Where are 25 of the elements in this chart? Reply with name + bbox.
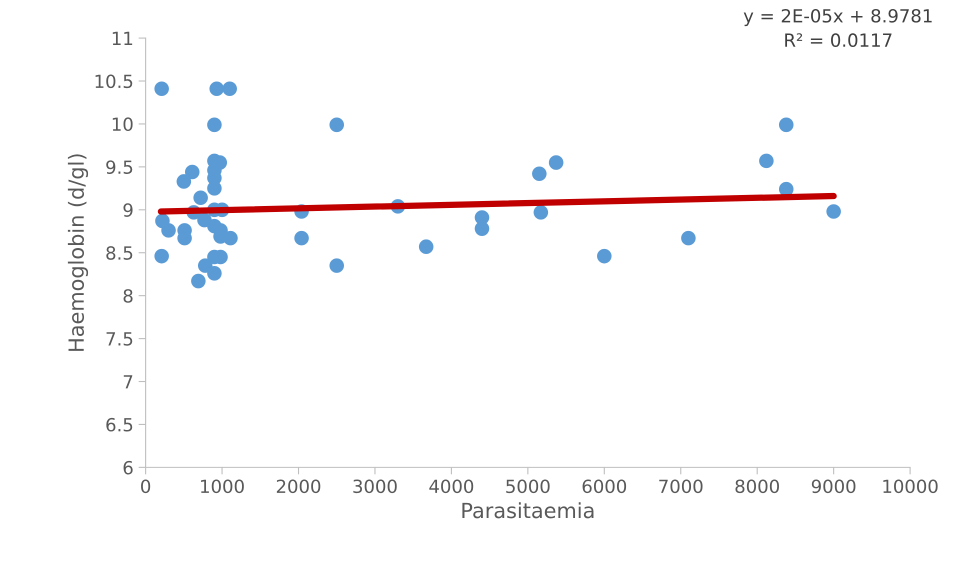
y-tick-label: 6 <box>124 460 133 474</box>
y-tick-label: 9.5 <box>106 160 132 174</box>
x-tick-label: 0 <box>141 479 150 494</box>
x-tick-label: 9000 <box>812 479 856 494</box>
annotation: y = 2E-05x + 8.9781 R² = 0.0117 <box>744 8 932 47</box>
x-tick-label: 7000 <box>659 479 703 494</box>
x-tick-label: 3000 <box>353 479 397 494</box>
y-tick-label: 8 <box>124 289 133 303</box>
y-tick-label: 7 <box>124 375 132 388</box>
x-tick-label: 1000 <box>201 479 244 494</box>
x-tick-label: 4000 <box>429 479 474 494</box>
x-tick-label: 5000 <box>506 479 550 494</box>
y-tick-label: 9 <box>123 203 133 217</box>
y-tick-label: 6.5 <box>106 418 132 432</box>
y-tick-label: 10 <box>112 117 133 132</box>
x-axis-title: Parasitaemia <box>462 502 594 518</box>
x-tick-label: 10000 <box>883 479 938 494</box>
y-axis-title: Haemoglobin (d/gl) <box>68 154 88 351</box>
x-tick-label: 8000 <box>735 479 779 494</box>
y-tick-label: 10.5 <box>96 74 132 88</box>
x-tick-label: 2000 <box>276 479 320 494</box>
x-tick-label: 6000 <box>582 479 626 494</box>
y-tick-label: 11 <box>112 32 132 45</box>
y-tick-label: 8.5 <box>106 246 132 260</box>
y-tick-label: 7.5 <box>106 332 132 346</box>
